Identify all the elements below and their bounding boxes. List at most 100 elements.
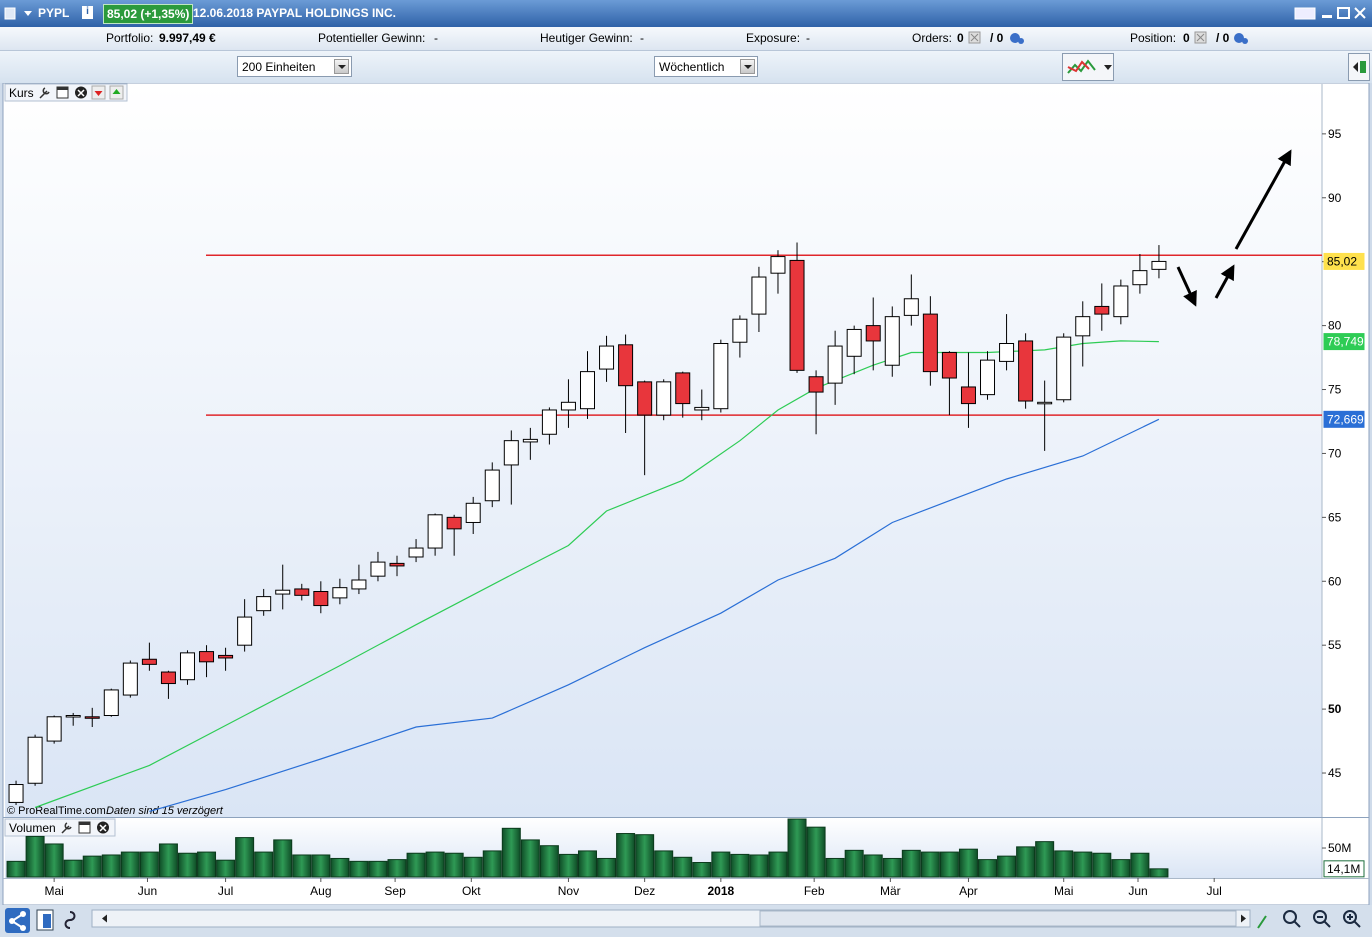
volume-label-box xyxy=(1323,860,1365,878)
x-tick-label: Jun xyxy=(1128,884,1147,898)
volume-bar xyxy=(349,860,369,878)
arrow xyxy=(1234,149,1292,250)
candle-body xyxy=(770,256,786,274)
candle-body xyxy=(503,440,519,466)
volume-bar xyxy=(235,837,255,878)
candle-body xyxy=(446,516,462,530)
close-position-icon[interactable] xyxy=(1194,31,1208,45)
volume-bar xyxy=(1073,851,1093,878)
candle-body xyxy=(656,381,672,416)
volume-bar xyxy=(1130,852,1150,878)
price-label: 78,749 xyxy=(1327,335,1364,349)
y-tick-label: 45 xyxy=(1328,766,1342,780)
candle-body xyxy=(332,587,348,599)
volume-bar xyxy=(577,850,597,878)
info-icon[interactable]: i xyxy=(82,6,93,19)
volume-bar xyxy=(673,856,693,878)
info-bar: Portfolio: 9.997,49 € Potentieller Gewin… xyxy=(0,27,1372,51)
volume-panel-icons[interactable] xyxy=(61,821,109,834)
orders-settings[interactable] xyxy=(1008,30,1026,46)
arrow xyxy=(1214,264,1235,299)
side-panel-button[interactable] xyxy=(1348,53,1370,81)
volume-bar xyxy=(6,860,26,878)
volume-bar xyxy=(901,849,921,878)
chart-area: Kurs Volumen © ProRealTime.com Daten sin… xyxy=(0,83,1372,937)
volume-bar xyxy=(177,852,197,878)
panel-icons[interactable] xyxy=(39,85,124,100)
volume-bar xyxy=(254,851,274,878)
candle-body xyxy=(1094,305,1110,315)
period: Wöchentlich xyxy=(659,60,725,74)
volume-bar xyxy=(939,851,959,878)
candle-body xyxy=(427,514,443,549)
volume-bar xyxy=(1016,846,1036,878)
candle-body xyxy=(865,325,881,342)
close-orders-icon[interactable] xyxy=(968,31,982,45)
volume-bar xyxy=(520,839,540,878)
position-total: / 0 xyxy=(1216,31,1230,45)
candle-body xyxy=(1037,401,1053,405)
period-select[interactable]: Wöchentlich xyxy=(654,56,758,77)
scroll-thumb[interactable] xyxy=(759,910,1237,927)
candle-body xyxy=(256,596,272,612)
volume-bar xyxy=(387,859,407,878)
volume-bar xyxy=(997,855,1017,878)
window-controls[interactable] xyxy=(1294,5,1370,22)
position-settings[interactable] xyxy=(1232,30,1250,46)
candle-body xyxy=(370,561,386,577)
volume-bar xyxy=(654,850,674,878)
y-tick-label: 75 xyxy=(1328,383,1342,397)
candle-body xyxy=(560,401,576,411)
volume-bar xyxy=(787,818,807,878)
y-tick-label: 55 xyxy=(1328,638,1342,652)
candle-body xyxy=(275,589,291,595)
x-tick-label: Jul xyxy=(1207,884,1222,898)
x-tick-label: Okt xyxy=(462,884,481,898)
quantity: 200 Einheiten xyxy=(242,60,316,74)
moving-average xyxy=(149,418,1160,812)
potential-value: - xyxy=(434,31,438,45)
candle-body xyxy=(1056,336,1072,401)
volume-bar xyxy=(597,857,617,878)
chart-type-button[interactable] xyxy=(1062,53,1114,81)
candle-body xyxy=(808,376,824,393)
chart-layer: 4550556065707580859095MaiJunJulAugSepOkt… xyxy=(6,127,1365,898)
candle-body xyxy=(522,438,538,443)
volume-bar xyxy=(863,854,883,878)
candle-body xyxy=(160,671,176,685)
volume-bar xyxy=(730,853,750,878)
volume-bar xyxy=(978,859,998,878)
candle-body xyxy=(179,652,195,681)
orders-open: 0 xyxy=(957,31,964,45)
today-value: - xyxy=(640,31,644,45)
candle-body xyxy=(694,406,710,411)
candle-body xyxy=(46,716,62,742)
candle-body xyxy=(351,579,367,590)
candle-body xyxy=(1075,316,1091,337)
candle-body xyxy=(789,259,805,371)
volume-bar xyxy=(558,853,578,878)
candle-body xyxy=(389,562,405,567)
orders-total: / 0 xyxy=(990,31,1004,45)
candle-body xyxy=(465,502,481,523)
volume-bar xyxy=(749,854,769,878)
volume-bar xyxy=(425,851,445,878)
x-tick-label: Nov xyxy=(558,884,579,898)
candle-body xyxy=(313,591,329,607)
bottom-tools[interactable] xyxy=(5,908,76,933)
position-label: Position: xyxy=(1130,31,1177,45)
volume-bar xyxy=(1054,850,1074,878)
quote: 85,02 (+1,35%) xyxy=(103,4,194,24)
x-tick-label: Apr xyxy=(959,884,978,898)
volume-bar xyxy=(444,852,464,878)
volume-bar xyxy=(311,854,331,878)
price-label-box xyxy=(1323,333,1365,351)
zoom-tools[interactable] xyxy=(1257,910,1361,929)
price-label-box xyxy=(1323,410,1365,428)
volume-bar xyxy=(139,851,159,878)
volume-label: 14,1M xyxy=(1327,862,1360,876)
potential-label: Potentieller Gewinn: xyxy=(318,31,426,45)
quantity-select[interactable]: 200 Einheiten xyxy=(237,56,352,77)
candle-body xyxy=(999,343,1015,362)
